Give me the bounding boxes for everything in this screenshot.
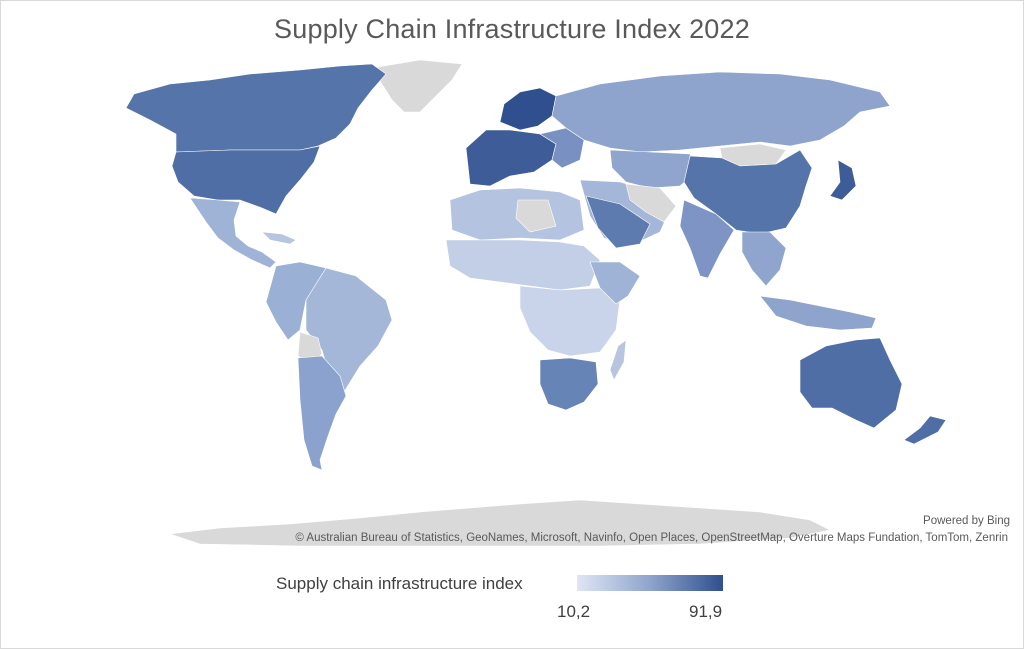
region-south-america-north[interactable] [265,261,327,341]
legend-min-value: 10,2 [557,602,591,621]
legend-color-scale [577,575,723,591]
region-central-asia[interactable] [609,149,697,189]
region-usa[interactable] [171,145,321,215]
region-madagascar[interactable] [609,339,627,381]
region-arabian-peninsula[interactable] [585,195,651,249]
map-attribution: © Australian Bureau of Statistics, GeoNa… [295,532,1008,544]
region-new-zealand[interactable] [903,415,947,445]
region-southern-cone[interactable] [297,355,347,471]
map-provider-credit: Powered by Bing [923,515,1010,527]
legend-title: Supply chain infrastructure index [276,574,523,593]
region-sahara[interactable] [515,199,557,233]
region-west-africa[interactable] [445,239,601,291]
region-china[interactable] [683,149,813,235]
region-australia[interactable] [799,337,903,429]
region-japan[interactable] [829,159,857,201]
region-russia[interactable] [551,71,891,153]
region-scandinavia[interactable] [499,87,557,131]
region-east-africa[interactable] [589,261,641,305]
region-canada[interactable] [125,63,387,153]
region-brazil[interactable] [305,267,393,393]
region-india[interactable] [679,199,735,279]
region-greenland[interactable] [371,59,463,113]
region-iran[interactable] [625,183,677,223]
region-southern-africa[interactable] [539,357,599,411]
map-title: Supply Chain Infrastructure Index 2022 [274,14,750,44]
region-antarctica[interactable] [169,499,831,547]
region-southeast-asia[interactable] [741,231,787,287]
region-mexico[interactable] [189,197,277,269]
region-western-europe[interactable] [465,129,557,187]
region-central-africa[interactable] [519,285,621,357]
legend-max-value: 91,9 [689,602,723,621]
region-caribbean[interactable] [261,231,297,245]
region-maritime-asia[interactable] [759,295,877,331]
